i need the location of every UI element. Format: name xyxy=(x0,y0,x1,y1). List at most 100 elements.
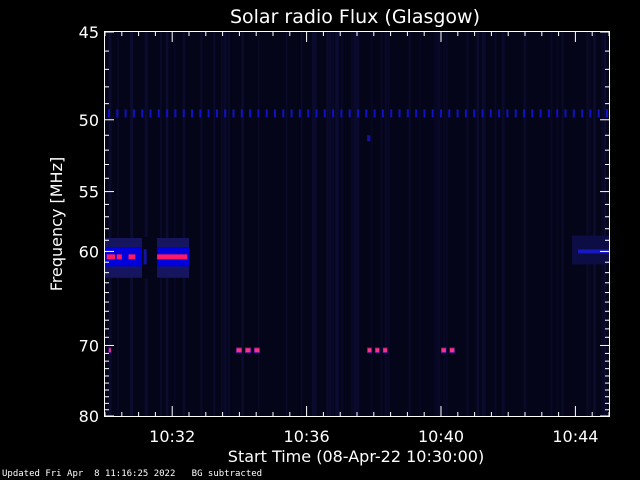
interference-dot xyxy=(464,109,467,118)
emission-core xyxy=(116,254,122,260)
burst-core xyxy=(367,348,372,353)
noise-column xyxy=(224,32,227,416)
noise-column xyxy=(146,32,148,416)
burst-core xyxy=(254,348,260,353)
noise-column xyxy=(353,32,356,416)
noise-column xyxy=(314,32,317,416)
noise-column xyxy=(312,32,316,416)
interference-dot xyxy=(381,109,384,118)
interference-dot xyxy=(174,109,177,118)
noise-column xyxy=(227,32,230,416)
heatmap-area xyxy=(105,32,609,416)
burst-core xyxy=(383,348,388,353)
y-tick-label: 55 xyxy=(79,183,99,202)
noise-column xyxy=(550,32,553,416)
interference-dot xyxy=(514,109,517,118)
interference-dot xyxy=(365,109,368,118)
noise-column xyxy=(446,32,448,416)
noise-column xyxy=(556,32,559,416)
noise-column xyxy=(419,32,421,416)
emission-gap-streak xyxy=(143,249,147,265)
noise-column xyxy=(200,32,203,416)
noise-column xyxy=(221,32,223,416)
interference-dot xyxy=(581,109,584,118)
footer: Updated Fri Apr 8 11:16:25 2022 BG subtr… xyxy=(2,469,262,479)
interference-dot xyxy=(506,109,509,118)
interference-dot xyxy=(298,109,301,118)
interference-dot xyxy=(149,109,152,118)
noise-column xyxy=(586,32,589,416)
noise-column xyxy=(165,32,169,416)
burst-core xyxy=(449,348,455,353)
noise-column xyxy=(494,32,497,416)
noise-column xyxy=(354,32,357,416)
noise-column xyxy=(481,32,484,416)
noise-column xyxy=(477,32,480,416)
interference-dot xyxy=(539,109,542,118)
interference-dot xyxy=(606,109,608,118)
interference-dot xyxy=(489,109,492,118)
interference-dot xyxy=(240,109,243,118)
burst-core xyxy=(245,348,251,353)
interference-dot xyxy=(589,109,592,118)
interference-dot xyxy=(498,109,501,118)
noise-column xyxy=(561,32,564,416)
noise-column xyxy=(182,32,186,416)
interference-dot xyxy=(572,109,575,118)
y-tick-label: 50 xyxy=(79,111,99,130)
burst-core xyxy=(441,348,446,353)
noise-column xyxy=(483,32,486,416)
noise-column xyxy=(604,32,607,416)
x-tick-label: 10:32 xyxy=(149,427,195,446)
y-tick-label: 70 xyxy=(79,336,99,355)
noise-column xyxy=(387,32,390,416)
interference-dot xyxy=(415,109,418,118)
interference-dot xyxy=(315,109,318,118)
noise-column xyxy=(286,32,288,416)
burst-core xyxy=(108,348,111,353)
y-tick-label: 80 xyxy=(79,407,99,426)
interference-dot xyxy=(481,109,484,118)
x-tick-label: 10:40 xyxy=(418,427,464,446)
weak-band xyxy=(578,249,609,254)
noise-column xyxy=(356,32,360,416)
noise-column xyxy=(336,32,339,416)
y-axis-label: Frequency [MHz] xyxy=(47,157,66,291)
x-tick-label: 10:36 xyxy=(284,427,330,446)
interference-dot xyxy=(124,109,127,118)
noise-column xyxy=(117,32,119,416)
interference-dot xyxy=(182,109,185,118)
interference-dot xyxy=(373,109,376,118)
noise-column xyxy=(437,32,441,416)
blip xyxy=(367,135,371,142)
interference-dot xyxy=(166,109,169,118)
noise-column xyxy=(501,32,505,416)
emission-gap xyxy=(141,236,158,279)
burst-core xyxy=(236,348,242,353)
noise-column xyxy=(332,32,335,416)
interference-dot xyxy=(232,109,235,118)
noise-column xyxy=(146,32,148,416)
noise-column xyxy=(523,32,527,416)
interference-dot xyxy=(406,109,409,118)
interference-dot xyxy=(141,109,144,118)
bg-note: BG subtracted xyxy=(191,469,263,479)
noise-column xyxy=(370,32,373,416)
noise-column xyxy=(601,32,604,416)
interference-dot xyxy=(199,109,202,118)
noise-column xyxy=(434,32,436,416)
y-tick-label: 45 xyxy=(79,23,99,42)
noise-column xyxy=(109,32,112,416)
noise-column xyxy=(301,32,303,416)
interference-dot xyxy=(323,109,326,118)
interference-dot xyxy=(249,109,252,118)
interference-dot xyxy=(207,109,210,118)
interference-dot xyxy=(108,109,110,118)
noise-column xyxy=(436,32,438,416)
interference-dot xyxy=(332,109,335,118)
interference-dot xyxy=(357,109,359,118)
emission-features xyxy=(105,109,609,354)
noise-column xyxy=(476,32,479,416)
interference-dot xyxy=(116,109,119,118)
